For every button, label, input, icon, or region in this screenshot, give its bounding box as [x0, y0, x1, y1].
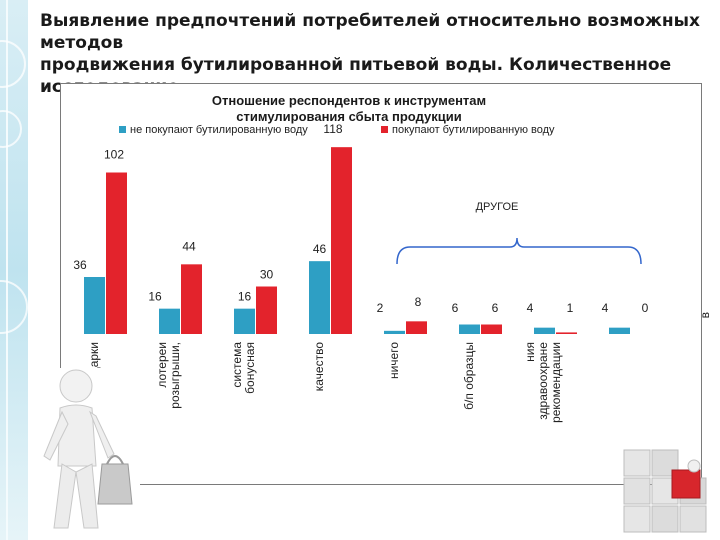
cubes-illustration [622, 446, 712, 536]
data-label: 8 [415, 295, 422, 309]
annotation-label: ДРУГОЕ [476, 201, 519, 213]
category-label: ничего [387, 342, 401, 379]
category-label: ния [523, 342, 537, 362]
bar-buying [256, 286, 277, 334]
bar-not-buying [459, 324, 480, 334]
chart-frame [60, 83, 702, 485]
data-label: 16 [148, 290, 162, 304]
data-label: 2 [377, 301, 384, 315]
stacked-cubes-icon [623, 449, 707, 533]
bar-not-buying [159, 308, 180, 334]
group-bracket [396, 237, 642, 265]
chart-title-line-2: стимулирования сбыта продукции [236, 109, 461, 124]
bar-buying [556, 332, 577, 334]
data-label: 0 [642, 301, 649, 315]
data-label: 4 [602, 301, 609, 315]
bar-not-buying [234, 308, 255, 334]
legend-label: не покупают бутилированную воду [130, 124, 308, 136]
data-label: 4 [527, 301, 534, 315]
category-label: б/п образцы [462, 342, 476, 410]
category-label: здравоохране [536, 342, 550, 420]
bar-not-buying [84, 277, 105, 334]
bar-buying [481, 324, 502, 334]
category-label: в [698, 312, 712, 318]
category-label: рекомендации [549, 342, 563, 423]
bar-not-buying [384, 330, 405, 334]
bar-not-buying [534, 327, 555, 334]
category-label: лотереи [155, 342, 169, 388]
bar-not-buying [309, 261, 330, 334]
category-label: система [230, 342, 244, 388]
bar-buying [331, 147, 352, 334]
category-label: розыгрыши, [168, 342, 182, 409]
bar-not-buying [609, 327, 630, 334]
category-label: качество [312, 342, 326, 392]
person-with-shopping-bag-illustration [36, 368, 140, 534]
bar-buying [406, 321, 427, 334]
bar-buying [181, 264, 202, 334]
data-label: 102 [104, 148, 124, 162]
category-label: бонусная [243, 342, 257, 394]
slide-title-line-1: Выявление предпочтений потребителей отно… [40, 11, 700, 53]
data-label: 16 [238, 290, 252, 304]
legend-swatch [119, 126, 126, 133]
chart-title-line-1: Отношение респондентов к инструментам [212, 93, 486, 108]
data-label: 1 [567, 301, 574, 315]
data-label: 6 [492, 301, 499, 315]
legend-label: покупают бутилированную воду [392, 124, 555, 136]
legend-swatch [381, 126, 388, 133]
bar-buying [106, 172, 127, 334]
data-label: 36 [73, 258, 87, 272]
left-decorative-strip [0, 0, 28, 540]
data-label: 6 [452, 301, 459, 315]
data-label: 46 [313, 242, 327, 256]
data-label: 118 [323, 122, 342, 136]
person-figure-icon [43, 369, 133, 529]
data-label: 44 [182, 239, 196, 253]
data-label: 30 [260, 268, 274, 282]
